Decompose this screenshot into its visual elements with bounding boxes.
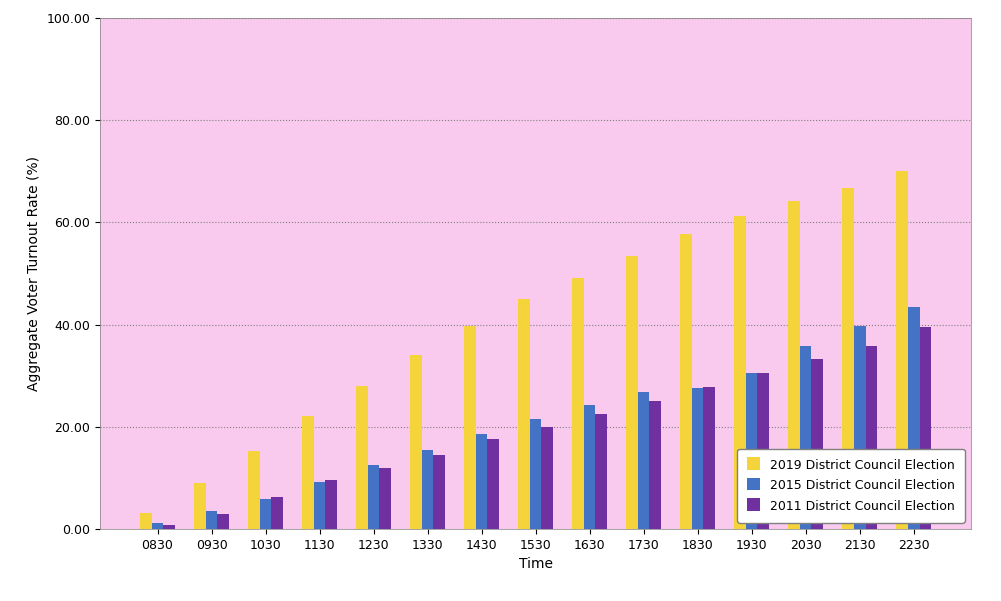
Bar xyxy=(584,405,596,529)
X-axis label: Time: Time xyxy=(519,557,553,571)
Bar xyxy=(325,480,337,529)
Bar xyxy=(421,450,433,529)
Bar xyxy=(409,355,421,529)
Bar xyxy=(259,499,271,529)
Bar xyxy=(800,346,812,529)
Bar xyxy=(692,388,704,529)
Bar xyxy=(217,513,229,529)
Bar xyxy=(301,416,313,529)
Legend: 2019 District Council Election, 2015 District Council Election, 2011 District Co: 2019 District Council Election, 2015 Dis… xyxy=(738,448,965,523)
Bar xyxy=(151,523,163,529)
Bar xyxy=(650,401,662,529)
Bar xyxy=(355,386,367,529)
Bar xyxy=(487,439,499,529)
Bar xyxy=(247,451,259,529)
Bar xyxy=(596,414,608,529)
Bar xyxy=(854,326,866,529)
Bar xyxy=(842,188,854,529)
Bar xyxy=(475,435,487,529)
Bar xyxy=(367,465,379,529)
Y-axis label: Aggregate Voter Turnout Rate (%): Aggregate Voter Turnout Rate (%) xyxy=(27,156,41,391)
Bar xyxy=(788,201,800,529)
Bar xyxy=(746,373,758,529)
Bar xyxy=(140,513,151,529)
Bar xyxy=(193,483,205,529)
Bar xyxy=(530,419,542,529)
Bar xyxy=(518,299,530,529)
Bar xyxy=(626,255,638,529)
Bar xyxy=(680,234,692,529)
Bar xyxy=(163,525,175,529)
Bar xyxy=(542,427,554,529)
Bar xyxy=(812,359,824,529)
Bar xyxy=(734,216,746,529)
Bar xyxy=(463,326,475,529)
Bar xyxy=(379,468,391,529)
Bar xyxy=(920,327,931,529)
Bar xyxy=(205,511,217,529)
Bar xyxy=(896,171,908,529)
Bar xyxy=(313,482,325,529)
Bar xyxy=(866,346,878,529)
Bar xyxy=(433,455,445,529)
Bar xyxy=(908,307,920,529)
Bar xyxy=(572,278,584,529)
Bar xyxy=(758,373,770,529)
Bar xyxy=(638,392,650,529)
Bar xyxy=(271,497,283,529)
Bar xyxy=(704,387,716,529)
